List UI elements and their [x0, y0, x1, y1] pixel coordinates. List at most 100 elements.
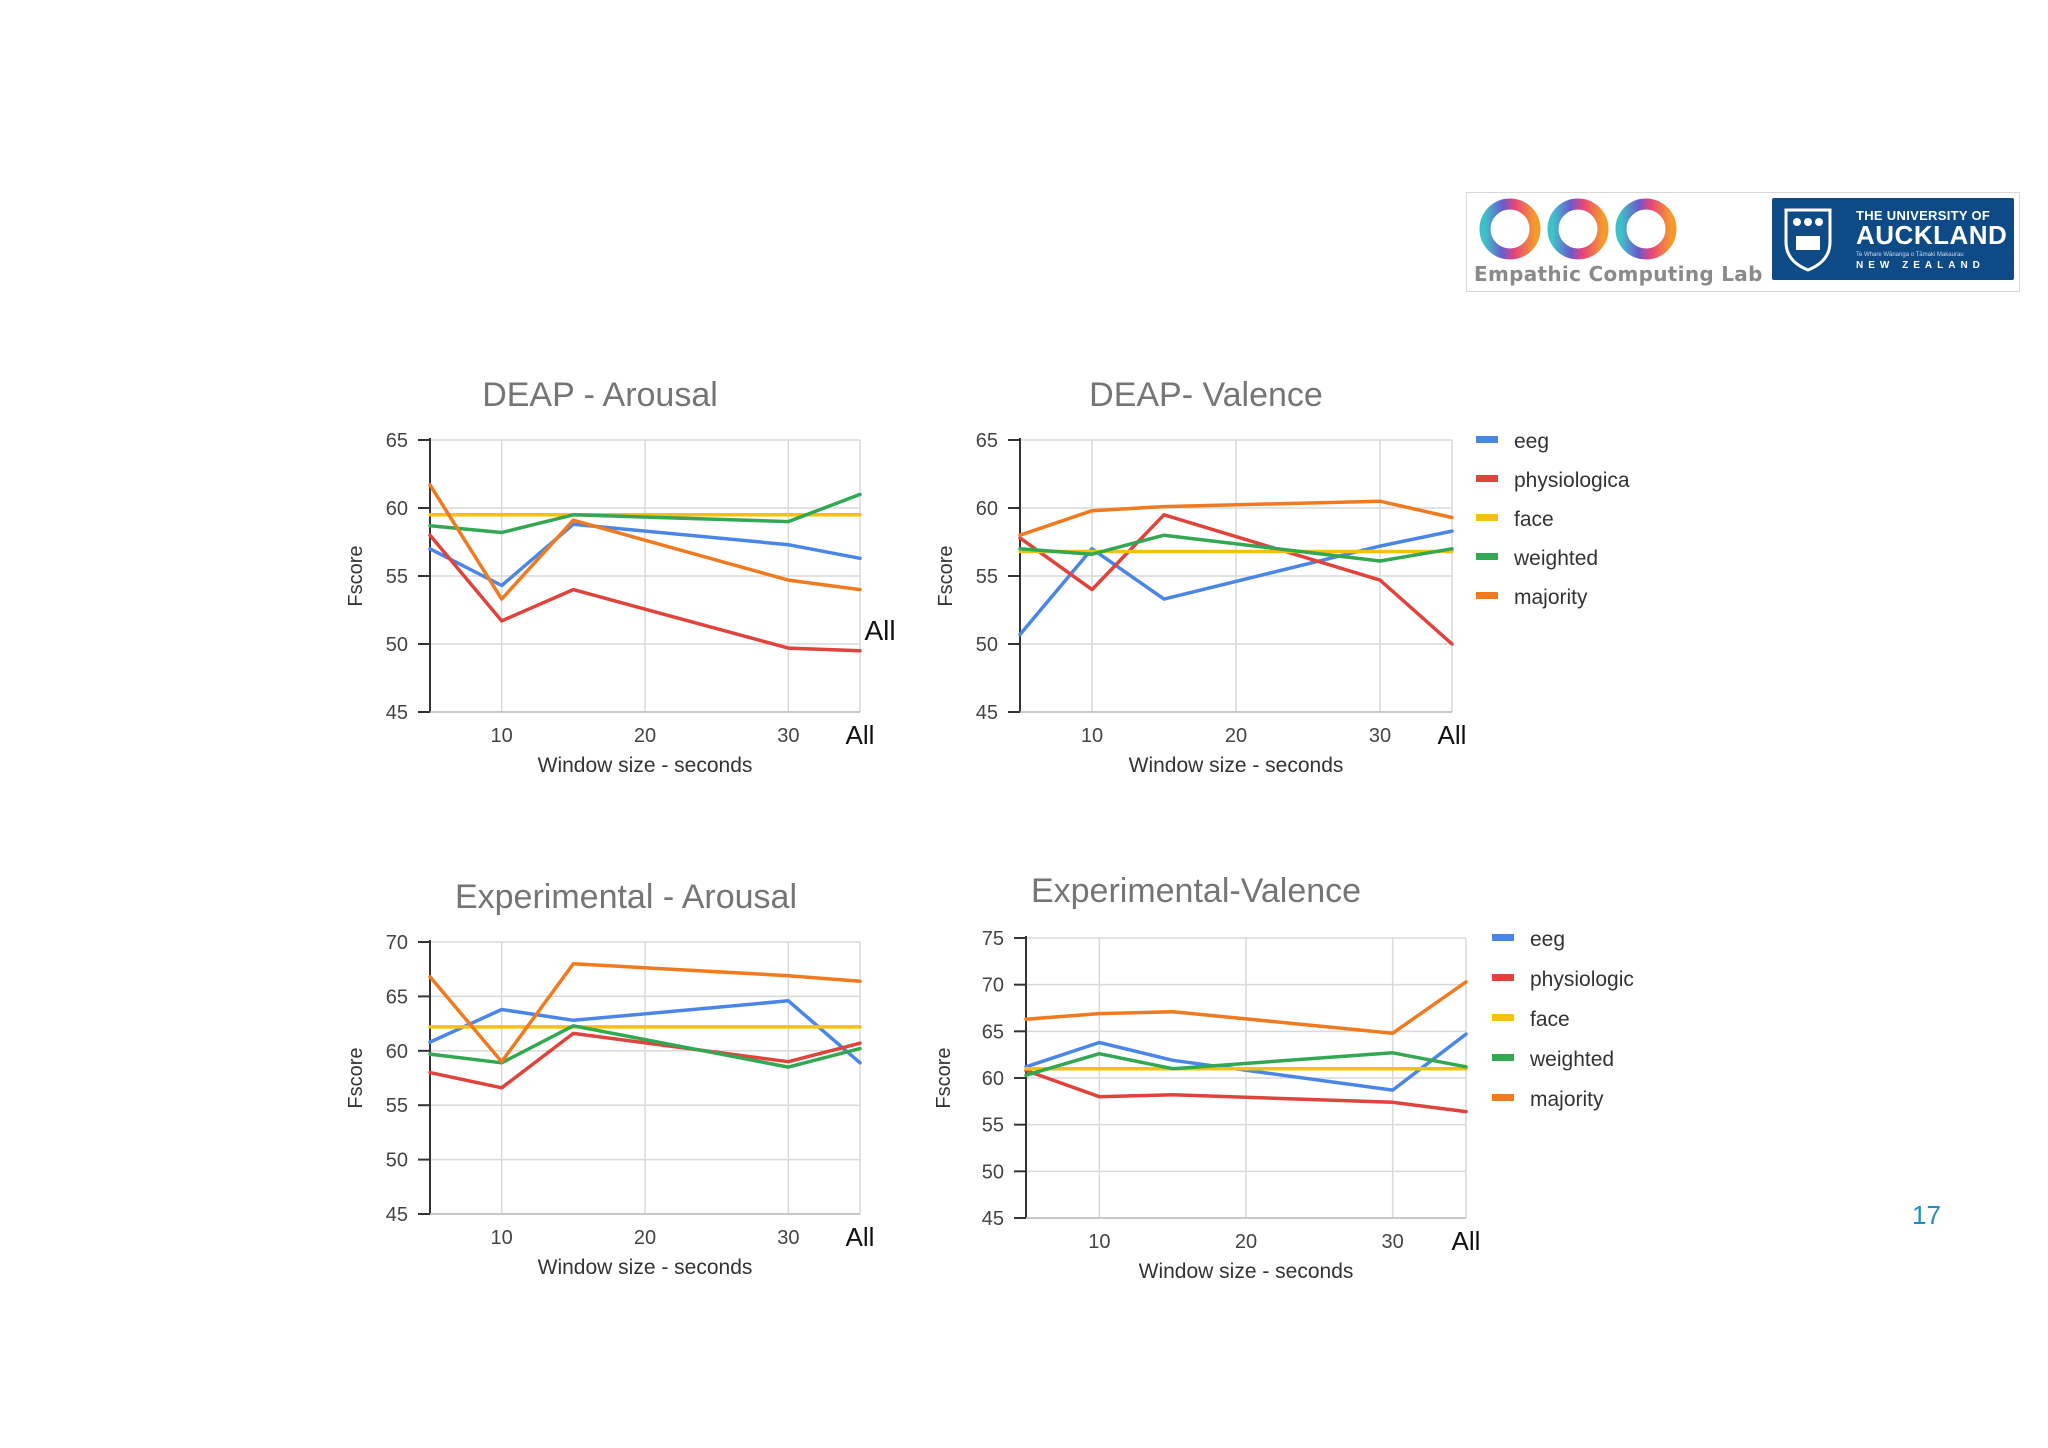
- y-tick-label: 65: [386, 430, 408, 452]
- legend-label-physiological: physiologica: [1514, 469, 1630, 492]
- x-tick-label: 20: [1235, 1231, 1257, 1253]
- series-line-majority: [1018, 499, 1454, 537]
- legend-swatch-face: [1476, 514, 1498, 521]
- y-tick-label: 60: [386, 1041, 408, 1063]
- series-line-majority: [428, 962, 862, 1064]
- legend-label-face: face: [1530, 1008, 1570, 1031]
- legend-label-weighted: weighted: [1513, 547, 1598, 570]
- x-tick-label: 20: [634, 1227, 656, 1249]
- series-line-weighted: [428, 492, 862, 535]
- series-line-eeg: [1018, 529, 1454, 637]
- x-tick-label: 10: [1081, 725, 1103, 747]
- x-tick-label: 30: [777, 725, 799, 747]
- series-line-physiological: [428, 1031, 862, 1090]
- y-tick-label: 60: [976, 498, 998, 520]
- legend-swatch-majority: [1476, 592, 1498, 599]
- legend-swatch-physiological: [1492, 974, 1514, 981]
- y-tick-label: 55: [386, 1095, 408, 1117]
- y-tick-label: 70: [386, 932, 408, 954]
- y-tick-label: 55: [976, 566, 998, 588]
- legend-swatch-weighted: [1492, 1054, 1514, 1061]
- x-tick-label: All: [846, 720, 875, 750]
- series-line-majority: [1024, 980, 1468, 1035]
- y-tick-label: 55: [982, 1115, 1004, 1137]
- legend-label-majority: majority: [1530, 1088, 1604, 1111]
- annotation-all: All: [864, 615, 895, 646]
- y-tick-label: 75: [982, 928, 1004, 950]
- series-line-weighted: [1024, 1051, 1468, 1077]
- legend-swatch-face: [1492, 1014, 1514, 1021]
- legend-label-physiological: physiologic: [1530, 968, 1634, 991]
- series-line-weighted: [428, 1024, 862, 1069]
- legend-label-weighted: weighted: [1529, 1048, 1614, 1071]
- series-line-weighted: [1018, 533, 1454, 563]
- y-axis-label: Fscore: [345, 1047, 367, 1108]
- x-tick-label: 20: [1225, 725, 1247, 747]
- chart-title: DEAP - Arousal: [482, 376, 718, 414]
- y-tick-label: 55: [386, 566, 408, 588]
- y-tick-label: 45: [976, 702, 998, 724]
- chart-title: DEAP- Valence: [1089, 376, 1323, 414]
- legend-swatch-weighted: [1476, 553, 1498, 560]
- x-tick-label: 30: [777, 1227, 799, 1249]
- x-axis-label: Window size - seconds: [1139, 1260, 1354, 1283]
- y-tick-label: 50: [976, 634, 998, 656]
- series-line-eeg: [1024, 1032, 1468, 1092]
- chart-title: Experimental-Valence: [1031, 872, 1361, 910]
- y-tick-label: 70: [982, 975, 1004, 997]
- legend-swatch-eeg: [1476, 436, 1498, 443]
- y-axis-label: Fscore: [935, 545, 957, 606]
- page-number: 17: [1912, 1200, 1941, 1230]
- x-tick-label: 20: [634, 725, 656, 747]
- legend-label-majority: majority: [1514, 586, 1588, 609]
- x-tick-label: 10: [491, 725, 513, 747]
- y-tick-label: 50: [982, 1161, 1004, 1183]
- legend-label-eeg: eeg: [1530, 928, 1565, 951]
- y-axis-label: Fscore: [933, 1047, 955, 1108]
- y-tick-label: 65: [976, 430, 998, 452]
- x-tick-label: All: [846, 1222, 875, 1252]
- legend-swatch-physiological: [1476, 475, 1498, 482]
- y-tick-label: 65: [386, 986, 408, 1008]
- y-tick-label: 45: [386, 1204, 408, 1226]
- x-tick-label: All: [1452, 1226, 1481, 1256]
- university-logo: THE UNIVERSITY OF AUCKLAND Te Whare Wāna…: [1772, 198, 2014, 280]
- legend-swatch-majority: [1492, 1094, 1514, 1101]
- x-axis-label: Window size - seconds: [538, 754, 753, 777]
- y-tick-label: 45: [386, 702, 408, 724]
- series-line-eeg: [428, 999, 862, 1065]
- x-tick-label: 10: [1088, 1231, 1110, 1253]
- legend-label-face: face: [1514, 508, 1554, 531]
- university-line4: NEW ZEALAND: [1856, 260, 1985, 271]
- shield-icon: [1784, 208, 1832, 272]
- x-axis-label: Window size - seconds: [538, 1256, 753, 1279]
- series-line-majority: [428, 483, 862, 601]
- x-axis-label: Window size - seconds: [1129, 754, 1344, 777]
- x-tick-label: 10: [491, 1227, 513, 1249]
- chart-title: Experimental - Arousal: [455, 878, 797, 916]
- university-line2: AUCKLAND: [1856, 220, 2008, 250]
- lab-name: Empathic Computing Lab: [1474, 262, 1763, 286]
- x-tick-label: All: [1438, 720, 1467, 750]
- y-tick-label: 45: [982, 1208, 1004, 1230]
- x-tick-label: 30: [1382, 1231, 1404, 1253]
- university-line1: THE UNIVERSITY OF: [1856, 208, 1991, 223]
- y-tick-label: 65: [982, 1021, 1004, 1043]
- legend-swatch-eeg: [1492, 934, 1514, 941]
- y-axis-label: Fscore: [345, 545, 367, 606]
- y-tick-label: 50: [386, 1150, 408, 1172]
- series-line-physiological: [1024, 1068, 1468, 1114]
- series-line-eeg: [428, 522, 862, 588]
- y-tick-label: 60: [386, 498, 408, 520]
- empathic-lab-logo-icon: [1479, 198, 1677, 260]
- university-line3: Te Whare Wānanga o Tāmaki Makaurau: [1856, 252, 1964, 258]
- series-line-physiological: [1018, 513, 1454, 646]
- y-tick-label: 60: [982, 1068, 1004, 1090]
- series-line-physiological: [428, 533, 862, 653]
- y-tick-label: 50: [386, 634, 408, 656]
